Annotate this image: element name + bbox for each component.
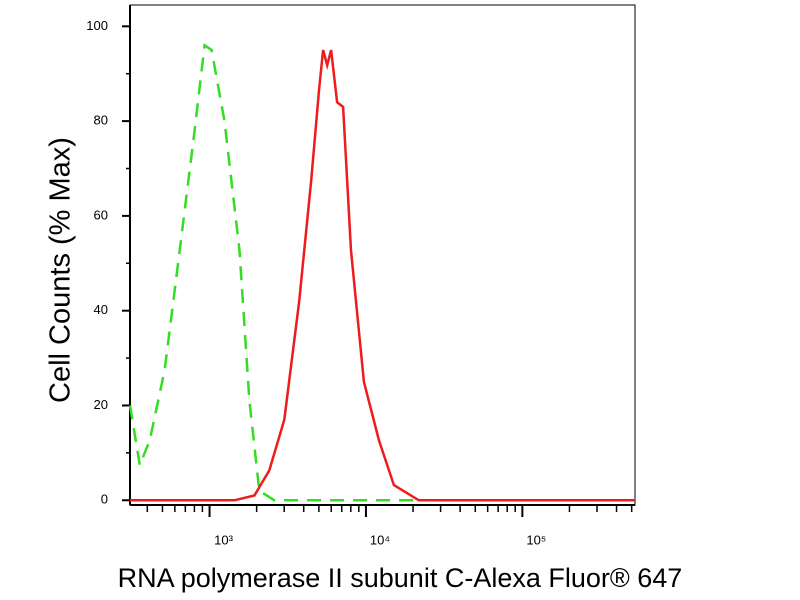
y-axis-label: Cell Counts (% Max) [45,137,77,403]
histogram-line [130,49,635,502]
x-tick-label: 10⁵ [526,532,546,547]
x-axis-label: RNA polymerase II subunit C-Alexa Fluor®… [118,563,683,593]
x-tick-label: 10⁴ [370,532,390,547]
y-tick-label: 60 [94,207,108,222]
histogram-line [128,43,635,502]
y-tick-label: 40 [94,302,108,317]
x-tick-label: 10³ [214,532,233,547]
y-tick-label: 80 [94,113,108,128]
plot-frame [129,4,636,506]
y-tick-label: 0 [101,492,108,507]
y-tick-label: 100 [86,18,108,33]
y-tick-label: 20 [94,397,108,412]
